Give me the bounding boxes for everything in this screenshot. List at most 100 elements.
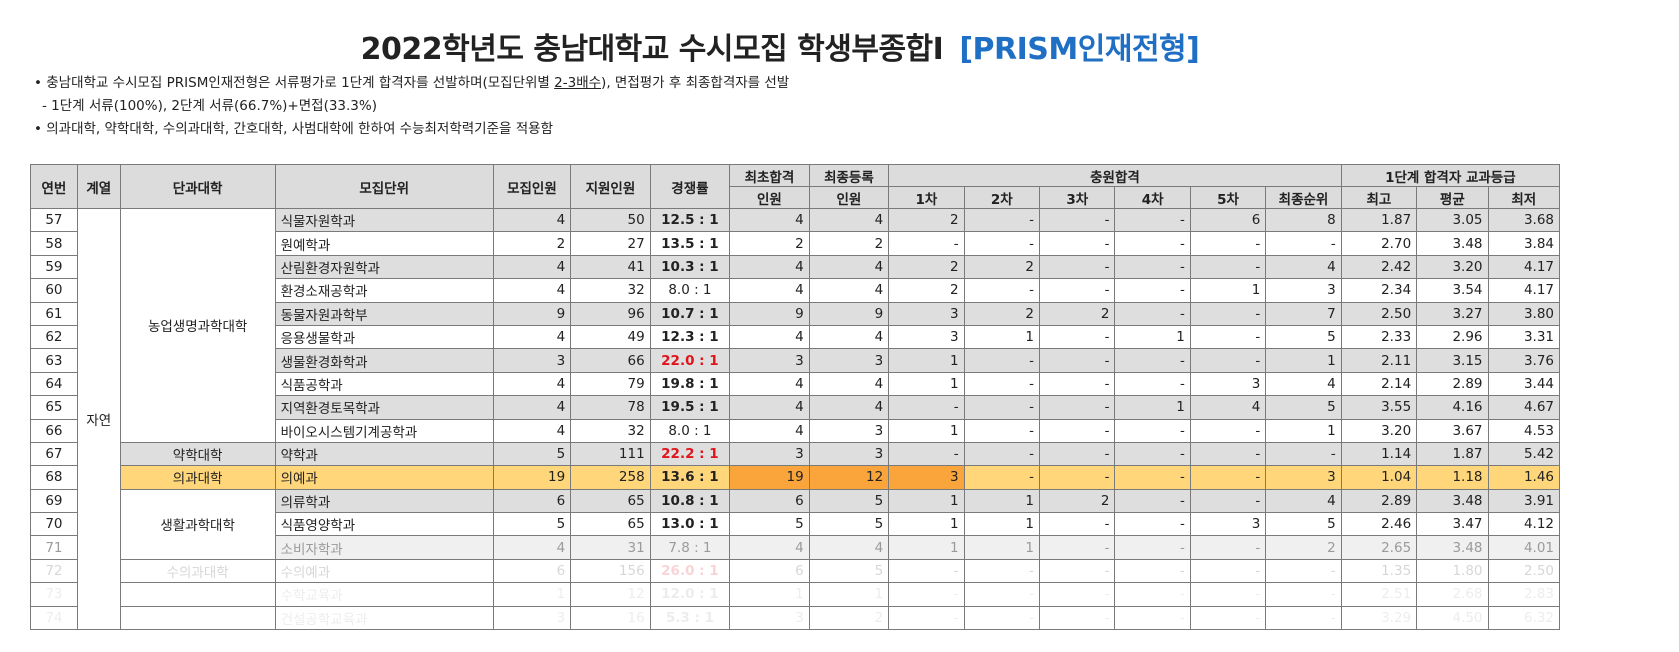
cell-first-pass: 3 [729,348,810,373]
cell-addl-5: - [1189,558,1267,584]
cell-grade-avg: 3.67 [1416,418,1489,443]
cell-addl-3: - [1039,605,1116,631]
cell-no: 57 [30,207,78,233]
cell-addl-5: 4 [1189,395,1267,420]
cell-first-pass: 4 [729,278,810,303]
cell-applicants: 16 [570,605,651,631]
cell-addl-4: - [1114,301,1191,326]
cell-applicants: 32 [570,278,651,303]
cell-final-reg: 3 [808,441,890,467]
col-header-addl-5: 5차 [1189,186,1267,209]
cell-grade-avg: 4.50 [1416,605,1489,631]
cell-first-pass: 5 [729,512,810,537]
cell-addl-2: 1 [963,512,1041,537]
cell-addl-2: - [963,582,1041,607]
cell-grade-min: 4.01 [1487,535,1560,560]
cell-final-reg: 1 [808,582,890,607]
cell-addl-3: - [1039,207,1116,233]
cell-addl-5: - [1189,441,1267,467]
cell-no: 66 [30,418,78,443]
note-line-3: • 의과대학, 약학대학, 수의과대학, 간호대학, 사범대학에 한하여 수능최… [34,121,553,137]
cell-grade-min: 3.31 [1487,324,1560,350]
cell-addl-4: - [1114,605,1191,631]
cell-quota: 4 [492,395,572,420]
cell-addl-2: 1 [963,324,1041,350]
cell-ratio: 19.8 : 1 [649,371,731,397]
cell-addl-4: - [1114,582,1191,607]
cell-addl-5: - [1189,301,1267,326]
cell-addl-2: - [963,418,1041,443]
cell-no: 61 [30,301,78,326]
cell-addl-3: - [1039,231,1116,256]
cell-ratio: 10.8 : 1 [649,488,731,514]
cell-applicants: 41 [570,254,651,280]
cell-grade-avg: 2.68 [1416,582,1489,607]
cell-addl-2: 1 [963,535,1041,560]
cell-addl-3: - [1039,418,1116,443]
cell-applicants: 156 [570,558,651,584]
table-row: 73 수학교육과 1 12 12.0 : 1 1 1 - - - - - - 2… [30,582,1560,607]
cell-grade-min: 3.44 [1487,371,1560,397]
cell-addl-3: 2 [1039,488,1116,514]
results-table-wrap: 연번 계열 단과대학 모집단위 모집인원 지원인원 경쟁률 최초합격 최종등록 … [30,164,1560,652]
cell-quota: 5 [492,512,572,537]
col-header-grade-avg: 평균 [1416,186,1489,209]
cell-unit: 환경소재공학과 [274,278,494,303]
col-header-addl-4: 4차 [1114,186,1191,209]
cell-addl-last: 8 [1265,207,1342,233]
cell-addl-3: - [1039,441,1116,467]
cell-quota: 4 [492,371,572,397]
cell-college-life: 생활과학대학 [119,488,276,560]
cell-quota: 4 [492,418,572,443]
cell-final-reg: 9 [808,301,890,326]
cell-applicants: 31 [570,535,651,560]
cell-first-pass: 1 [729,582,810,607]
cell-grade-avg: 2.89 [1416,371,1489,397]
col-header-first-pass: 최초합격 [729,164,810,187]
cell-grade-max: 2.11 [1340,348,1418,373]
col-header-field: 계열 [76,164,121,209]
cell-unit: 수학교육과 [274,582,494,607]
cell-grade-max: 1.35 [1340,558,1418,584]
col-header-first-pass-2: 인원 [729,186,810,209]
table-row: 59 산림환경자원학과 4 41 10.3 : 1 4 4 2 2 - - - … [30,254,1560,280]
title-main: 2022학년도 충남대학교 수시모집 학생부종합Ⅰ [360,32,944,67]
cell-ratio: 10.7 : 1 [649,301,731,326]
cell-first-pass: 4 [729,535,810,560]
cell-no: 69 [30,488,78,514]
cell-first-pass: 4 [729,395,810,420]
cell-grade-min: 4.17 [1487,254,1560,280]
cell-grade-avg: 3.48 [1416,488,1489,514]
col-header-grade-max: 최고 [1340,186,1418,209]
cell-no: 62 [30,324,78,350]
cell-no: 68 [30,465,78,490]
cell-grade-max: 2.46 [1340,512,1418,537]
cell-ratio: 22.0 : 1 [649,348,731,373]
cell-grade-min: 3.76 [1487,348,1560,373]
cell-quota: 6 [492,488,572,514]
cell-unit: 의류학과 [274,488,494,514]
cell-unit: 응용생물학과 [274,324,494,350]
cell-addl-1: 2 [888,278,965,303]
cell-applicants: 27 [570,231,651,256]
cell-grade-min: 6.32 [1487,605,1560,631]
cell-addl-4: - [1114,418,1191,443]
cell-addl-last: 4 [1265,254,1342,280]
cell-unit: 식물자원학과 [274,207,494,233]
cell-grade-avg: 1.18 [1416,465,1489,490]
cell-final-reg: 5 [808,488,890,514]
table-row: 74 건설공학교육과 3 16 5.3 : 1 3 2 - - - - - - … [30,605,1560,631]
cell-ratio: 13.6 : 1 [649,465,731,490]
cell-applicants: 32 [570,418,651,443]
col-header-college: 단과대학 [119,164,276,209]
cell-grade-max: 2.51 [1340,582,1418,607]
cell-applicants: 12 [570,582,651,607]
cell-grade-max: 1.87 [1340,207,1418,233]
cell-addl-4: - [1114,465,1191,490]
cell-final-reg: 5 [808,558,890,584]
cell-addl-2: - [963,278,1041,303]
cell-addl-4: 1 [1114,324,1191,350]
cell-college-empty [119,605,276,631]
cell-grade-avg: 3.20 [1416,254,1489,280]
cell-college-empty [119,582,276,607]
